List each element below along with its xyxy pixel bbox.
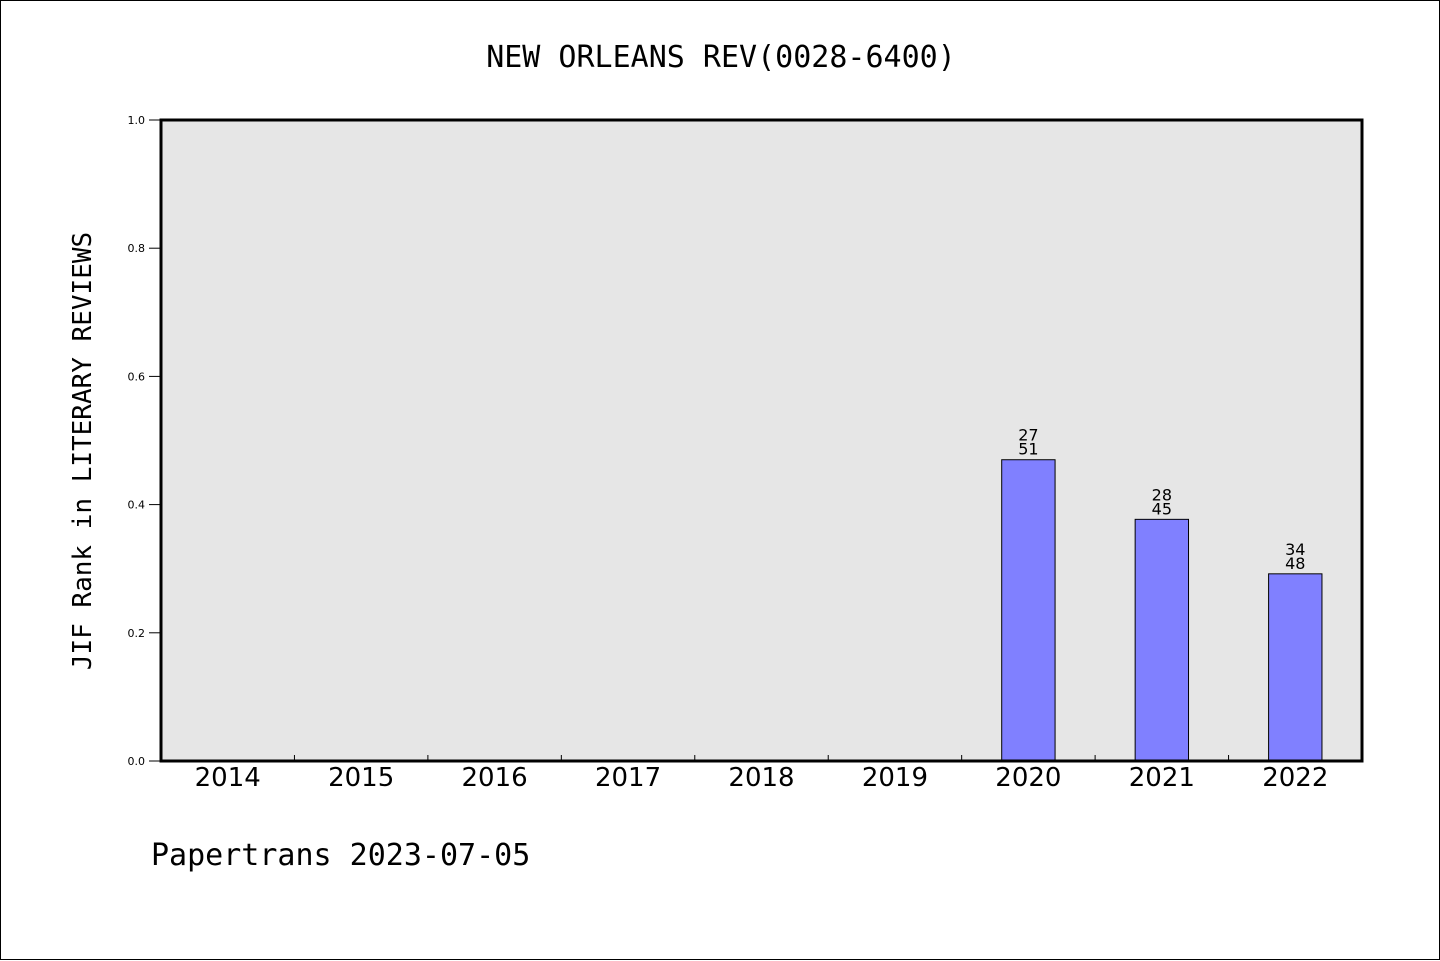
x-tick-label: 2014 [195,763,261,793]
plot-border [159,118,1364,763]
y-tick-label: 0.4 [128,499,146,512]
bar-2022 [1268,573,1323,762]
x-tick-label: 2017 [595,763,661,793]
x-tick-label: 2019 [862,763,928,793]
bar-2020 [1001,459,1056,762]
x-tick-label: 2016 [462,763,528,793]
y-tick-label: 0.2 [128,627,146,640]
ticks-layer: 0.0 0.2 0.4 0.6 0.8 1.0 2014 2015 2016 2017 2018 20… [128,114,1329,793]
footer-text: Papertrans 2023-07-05 [151,838,530,873]
x-tick-label: 2018 [728,763,794,793]
x-tick-label: 2020 [995,763,1061,793]
x-tick-label: 2022 [1262,763,1328,793]
bar-label-total: 51 [1018,440,1038,459]
bar-label-rank: 34 [1285,540,1305,559]
y-tick-label: 0.8 [128,242,146,255]
y-axis-label: JIF Rank in LITERARY REVIEWS [68,232,98,670]
y-tick-label: 0.6 [128,370,146,383]
chart-title: NEW ORLEANS REV(0028-6400) [486,40,956,75]
bar-label-rank: 28 [1152,485,1172,504]
y-tick-label: 0.0 [128,755,146,768]
bar-2021 [1134,518,1190,762]
y-tick-label: 1.0 [128,114,146,127]
bar-label-total: 48 [1285,554,1305,573]
x-tick-label: 2021 [1129,763,1195,793]
bar-label-rank: 27 [1018,426,1038,445]
bar-label-total: 45 [1152,499,1172,518]
x-tick-label: 2015 [328,763,394,793]
